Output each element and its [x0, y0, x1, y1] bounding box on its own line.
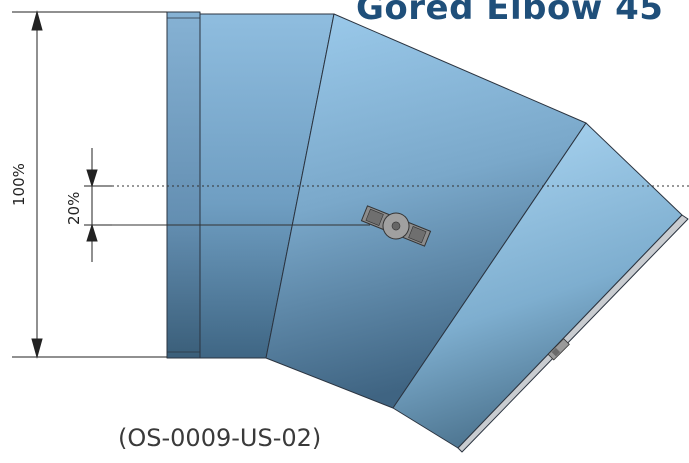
inlet-collar	[166, 11, 201, 359]
diagram-title: Gored Elbow 45	[356, 0, 664, 28]
dimension-full-height	[12, 10, 167, 359]
outlet-latch	[547, 338, 570, 361]
collar-lines	[167, 17, 200, 353]
dimension-offset-label: 20%	[65, 192, 83, 225]
outlet-rim	[457, 214, 689, 453]
elbow-body	[166, 11, 689, 453]
damper-handle	[360, 205, 432, 247]
dimension-offset	[84, 148, 112, 262]
dimension-full-height-label: 100%	[10, 163, 28, 206]
part-code: (OS-0009-US-02)	[118, 424, 322, 452]
